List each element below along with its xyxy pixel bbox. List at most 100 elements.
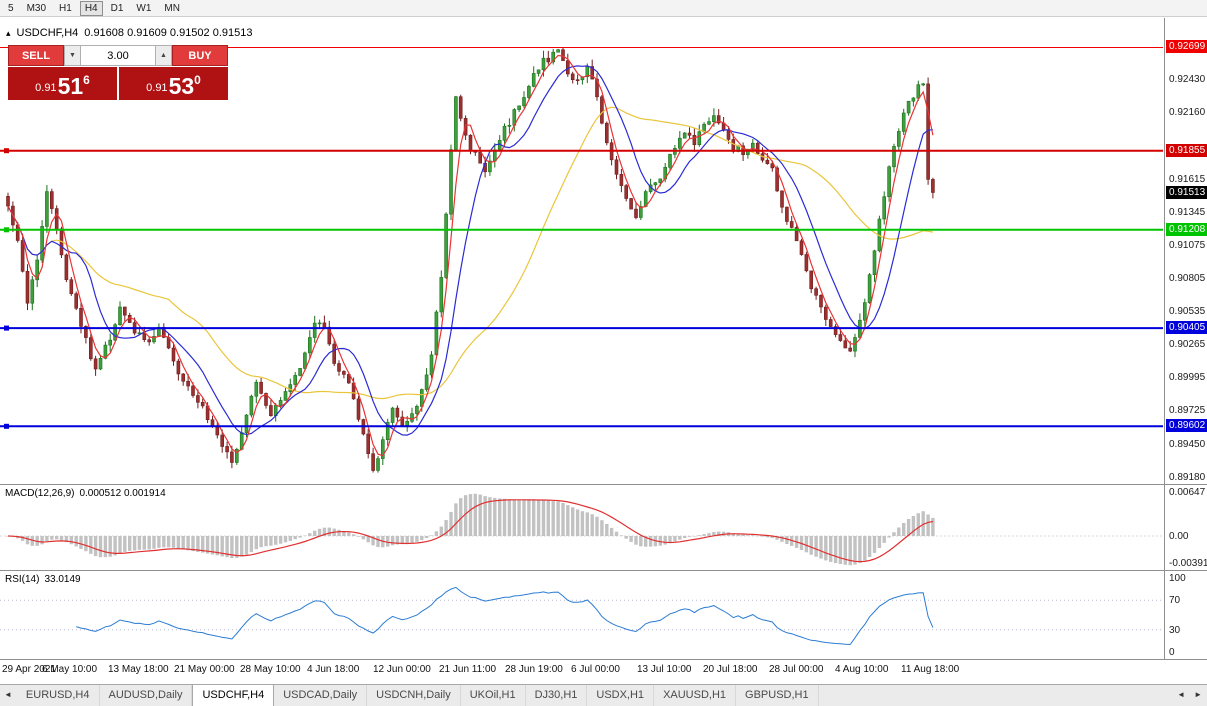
sell-price-display[interactable]: 0.91 51 6 (8, 67, 117, 100)
price-tick-label: 0.90805 (1169, 273, 1206, 285)
rsi-label: RSI(14) 33.0149 (5, 574, 81, 585)
tab-scroll-left-icon-right[interactable]: ◄ (1177, 690, 1186, 699)
chart-tab-usdchf-h4[interactable]: USDCHF,H4 (192, 685, 275, 706)
rsi-indicator-canvas[interactable] (0, 571, 1163, 659)
chart-tab-usdx-h1[interactable]: USDX,H1 (587, 685, 655, 706)
time-label: 6 Jul 00:00 (571, 664, 620, 675)
line-handle-0.91855[interactable] (4, 148, 9, 154)
rsi-axis-label: 100 (1169, 573, 1186, 584)
timeframe-button-w1[interactable]: W1 (136, 2, 152, 14)
macd-axis-label: -0.00391 (1169, 557, 1207, 569)
tab-scroll-left-icon[interactable]: ◄ (4, 690, 12, 699)
lot-decrease-button[interactable]: ▼ (64, 45, 81, 66)
price-tick-label: 0.89180 (1169, 471, 1206, 483)
timeframe-button-m30[interactable]: M30 (26, 2, 47, 14)
buy-button[interactable]: BUY (172, 45, 228, 66)
time-axis[interactable]: 29 Apr 2021 6 May 10:00 13 May 18:00 21 May… (0, 660, 1163, 683)
horizontal-levels-group (0, 47, 1163, 429)
timeframe-button-5[interactable]: 5 (8, 2, 14, 14)
macd-histogram-group (6, 493, 935, 566)
price-tick-label: 0.90265 (1169, 339, 1206, 351)
price-tick-label: 0.91615 (1169, 174, 1206, 186)
time-label: 29 Apr 2021 (2, 664, 56, 675)
time-label: 11 Aug 18:00 (901, 664, 960, 675)
price-level-badge: 0.92699 (1166, 40, 1207, 54)
price-tick-label: 0.91345 (1169, 207, 1206, 219)
chart-tab-usdcad-daily[interactable]: USDCAD,Daily (274, 685, 368, 706)
time-label: 21 Jun 11:00 (439, 664, 497, 675)
line-handle-0.91208[interactable] (4, 227, 9, 233)
time-label: 13 May 18:00 (108, 664, 169, 675)
sell-price-prefix: 0.91 (35, 82, 57, 94)
price-level-badge: 0.89602 (1166, 419, 1207, 433)
time-label: 12 Jun 00:00 (373, 664, 431, 675)
panel-separator[interactable] (0, 570, 1207, 571)
timeframe-button-h1[interactable]: H1 (59, 2, 72, 14)
sell-price-pips: 51 (57, 73, 84, 99)
line-handle-0.89602[interactable] (4, 423, 9, 429)
macd-axis-label: 0.00 (1169, 531, 1189, 542)
price-tick-label: 0.91075 (1169, 240, 1206, 252)
tab-scroll-right-icon[interactable]: ► (1194, 690, 1202, 699)
price-level-badge: 0.90405 (1166, 321, 1207, 335)
chart-tab-gbpusd-h1[interactable]: GBPUSD,H1 (736, 685, 819, 706)
rsi-axis-label: 30 (1169, 624, 1181, 636)
rsi-line (76, 586, 934, 646)
macd-indicator-name: MACD(12,26,9) (5, 488, 75, 499)
price-tick-label: 0.89725 (1169, 405, 1206, 417)
price-axis[interactable]: 0.92430 0.92160 0.91615 0.91345 0.91075 0.908… (1164, 18, 1207, 660)
panel-separator[interactable] (0, 484, 1207, 485)
chart-tab-bar: ◄ EURUSD,H4 AUDUSD,Daily USDCHF,H4 USDCAD,Da… (0, 684, 1207, 706)
price-level-badge: 0.91855 (1166, 143, 1207, 157)
rsi-indicator-name: RSI(14) (5, 574, 40, 585)
line-handle-0.90405[interactable] (4, 325, 9, 331)
tab-scroll-right-group: ◄ ► (1173, 685, 1207, 706)
price-tick-label: 0.89450 (1169, 438, 1206, 450)
buy-price-prefix: 0.91 (146, 82, 168, 94)
timeframe-button-mn[interactable]: MN (164, 2, 180, 14)
chart-ohlc-values: 0.91608 0.91609 0.91502 0.91513 (84, 27, 253, 39)
timeframe-button-h4[interactable]: H4 (79, 0, 103, 16)
sell-button[interactable]: SELL (8, 45, 64, 66)
price-tick-label: 0.90535 (1169, 306, 1206, 318)
price-tick-label: 0.92430 (1169, 74, 1206, 86)
timeframe-toolbar: 5 M30 H1 H4 D1 W1 MN (0, 0, 1207, 17)
macd-signal-line (7, 499, 934, 563)
moving-averages-group (7, 54, 934, 457)
price-chart-canvas[interactable] (0, 18, 1163, 484)
chart-tab-xauusd-h1[interactable]: XAUUSD,H1 (654, 685, 737, 706)
timeframe-button-d1[interactable]: D1 (110, 2, 124, 14)
time-label: 20 Jul 18:00 (703, 664, 758, 675)
price-tick-label: 0.92160 (1169, 107, 1206, 119)
time-label: 4 Jun 18:00 (307, 664, 360, 675)
chart-tab-usdcnh-daily[interactable]: USDCNH,Daily (367, 685, 461, 706)
macd-label: MACD(12,26,9) 0.000512 0.001914 (5, 488, 166, 499)
chart-tab-audusd-daily[interactable]: AUDUSD,Daily (100, 685, 193, 706)
macd-indicator-values: 0.000512 0.001914 (79, 488, 166, 499)
panel-separator (0, 659, 1207, 660)
time-label: 13 Jul 10:00 (637, 664, 692, 675)
time-label: 28 Jul 00:00 (769, 664, 824, 675)
chart-symbol-title: USDCHF,H4 (16, 27, 79, 39)
time-label: 4 Aug 10:00 (835, 664, 889, 675)
macd-indicator-canvas[interactable] (0, 485, 1163, 569)
chart-tab-eurusd-h4[interactable]: EURUSD,H4 (17, 685, 100, 706)
lot-increase-button[interactable]: ▲ (155, 45, 172, 66)
ma-line-10 (7, 65, 933, 436)
time-label: 21 May 00:00 (174, 664, 235, 675)
chart-symbol-header: ▴ USDCHF,H4 0.91608 0.91609 0.91502 0.91… (6, 27, 252, 39)
buy-price-pips: 53 (168, 73, 195, 99)
time-label: 28 May 10:00 (240, 664, 301, 675)
chart-tab-ukoil-h1[interactable]: UKOil,H1 (461, 685, 526, 706)
time-label: 6 May 10:00 (42, 664, 98, 675)
lot-size-input[interactable] (81, 45, 155, 66)
buy-price-display[interactable]: 0.91 53 0 (119, 67, 228, 100)
ma-line-4 (7, 54, 934, 457)
rsi-axis-label: 70 (1169, 595, 1181, 607)
chart-tab-dj30-h1[interactable]: DJ30,H1 (526, 685, 588, 706)
price-tick-label: 0.89995 (1169, 372, 1206, 384)
time-label: 28 Jun 19:00 (505, 664, 563, 675)
collapse-panel-icon[interactable]: ▴ (6, 27, 11, 38)
rsi-indicator-value: 33.0149 (44, 574, 81, 585)
buy-price-fraction: 0 (194, 73, 201, 87)
